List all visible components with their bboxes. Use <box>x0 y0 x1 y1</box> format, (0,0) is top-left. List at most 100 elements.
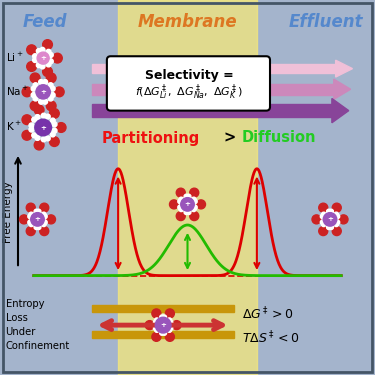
Text: +: + <box>40 89 46 95</box>
Circle shape <box>33 96 38 101</box>
Circle shape <box>319 226 328 236</box>
Circle shape <box>335 220 340 225</box>
Circle shape <box>192 197 196 202</box>
Circle shape <box>152 309 161 318</box>
Circle shape <box>186 210 191 214</box>
Circle shape <box>319 203 328 212</box>
Text: >: > <box>224 130 236 146</box>
FancyBboxPatch shape <box>107 56 270 111</box>
Text: +: + <box>160 322 166 328</box>
Circle shape <box>48 96 53 101</box>
Circle shape <box>40 64 45 69</box>
Circle shape <box>193 205 197 210</box>
Text: Li$^+$: Li$^+$ <box>6 51 23 63</box>
Circle shape <box>332 226 341 236</box>
Circle shape <box>36 85 50 99</box>
Bar <box>92 84 334 95</box>
Circle shape <box>154 318 159 322</box>
Circle shape <box>145 321 154 330</box>
Circle shape <box>29 127 34 132</box>
Circle shape <box>162 331 166 335</box>
Circle shape <box>327 209 331 214</box>
Text: +: + <box>40 124 46 130</box>
Text: +: + <box>40 55 46 61</box>
Text: Na$^+$: Na$^+$ <box>6 85 28 98</box>
Circle shape <box>167 328 172 332</box>
Circle shape <box>181 198 194 211</box>
Circle shape <box>34 105 44 115</box>
Circle shape <box>56 123 66 132</box>
Circle shape <box>22 130 32 140</box>
Circle shape <box>36 63 41 68</box>
Circle shape <box>33 83 38 88</box>
Circle shape <box>48 83 53 88</box>
Circle shape <box>153 326 158 330</box>
Circle shape <box>321 212 326 217</box>
Circle shape <box>334 222 339 226</box>
Circle shape <box>152 332 161 341</box>
Circle shape <box>39 99 44 104</box>
Circle shape <box>29 222 33 226</box>
Circle shape <box>41 113 46 118</box>
Bar <box>92 304 234 312</box>
Text: +: + <box>34 216 40 222</box>
Circle shape <box>40 47 45 52</box>
Text: Membrane: Membrane <box>138 13 237 31</box>
Circle shape <box>329 209 333 214</box>
Circle shape <box>34 209 39 214</box>
Circle shape <box>334 212 339 217</box>
Circle shape <box>196 200 206 209</box>
Circle shape <box>31 93 36 98</box>
Circle shape <box>48 53 53 57</box>
Text: Partitioning: Partitioning <box>101 130 200 146</box>
Circle shape <box>312 215 321 224</box>
Text: $\Delta G^\ddagger > 0$: $\Delta G^\ddagger > 0$ <box>242 306 294 322</box>
Circle shape <box>327 225 331 230</box>
Circle shape <box>40 226 49 236</box>
Circle shape <box>178 199 182 204</box>
Bar <box>92 331 234 338</box>
Circle shape <box>167 318 172 322</box>
Circle shape <box>36 209 41 214</box>
Circle shape <box>179 207 183 212</box>
Circle shape <box>335 214 340 219</box>
Text: Diffusion: Diffusion <box>242 130 316 146</box>
Text: Feed: Feed <box>23 13 67 31</box>
Polygon shape <box>334 79 351 99</box>
Circle shape <box>30 101 40 111</box>
Circle shape <box>160 315 164 320</box>
Circle shape <box>52 122 57 127</box>
Circle shape <box>170 200 178 209</box>
Circle shape <box>43 220 47 225</box>
Circle shape <box>43 40 52 50</box>
Circle shape <box>45 114 50 119</box>
Circle shape <box>46 50 51 54</box>
Circle shape <box>184 210 189 214</box>
Circle shape <box>154 328 159 332</box>
Circle shape <box>50 86 55 91</box>
Circle shape <box>26 226 35 236</box>
Bar <box>92 104 332 117</box>
Circle shape <box>37 52 49 64</box>
Circle shape <box>46 73 56 83</box>
Circle shape <box>22 115 32 125</box>
Circle shape <box>31 86 36 91</box>
Circle shape <box>190 211 199 220</box>
Circle shape <box>329 225 333 230</box>
Text: +: + <box>327 216 333 222</box>
Circle shape <box>53 53 62 63</box>
Circle shape <box>42 222 46 226</box>
Circle shape <box>28 220 32 225</box>
Text: K$^+$: K$^+$ <box>6 120 21 133</box>
Circle shape <box>39 80 44 84</box>
Circle shape <box>27 45 36 55</box>
Circle shape <box>50 132 55 137</box>
Circle shape <box>43 67 52 76</box>
Circle shape <box>176 188 185 197</box>
Circle shape <box>26 203 35 212</box>
Circle shape <box>27 62 36 71</box>
Circle shape <box>168 326 173 330</box>
Circle shape <box>36 225 41 230</box>
Circle shape <box>34 225 39 230</box>
Circle shape <box>153 320 158 324</box>
